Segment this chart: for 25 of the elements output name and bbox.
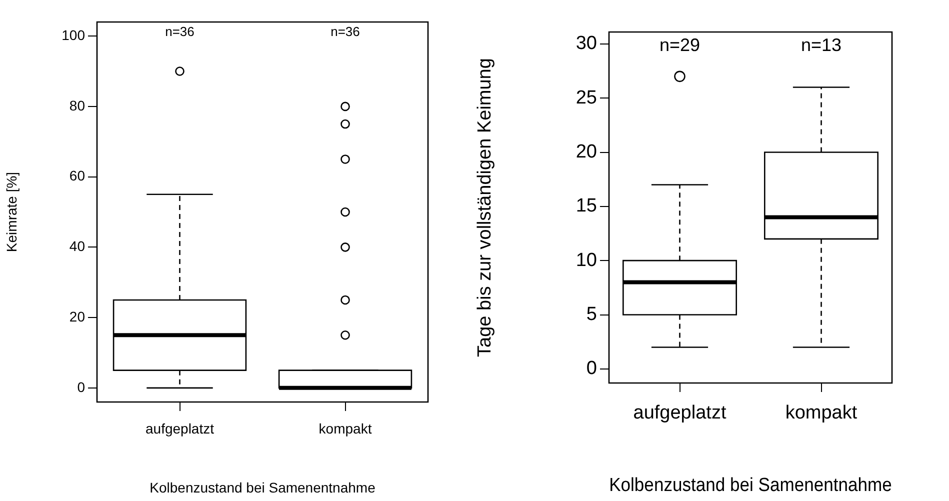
annotation: n=36 [165,24,194,40]
y-tick-label: 25 [576,87,597,108]
y-tick-label: 100 [62,26,86,43]
y-tick-label: 10 [576,250,597,271]
x-axis-title: Kolbenzustand bei Samenentnahme [609,473,892,495]
y-tick-label: 60 [69,168,86,184]
y-tick-label: 80 [69,97,86,114]
annotation: n=36 [330,24,360,40]
annotation: n=29 [659,35,700,56]
y-tick-label: 30 [576,33,597,54]
y-tick-label: 0 [77,378,86,395]
y-axis-title: Keimrate [%] [3,172,20,252]
x-axis-title: Kolbenzustand bei Samenentnahme [150,479,376,496]
x-tick-label: kompakt [318,420,372,436]
x-tick-label: aufgeplatzt [146,420,214,436]
y-tick-label: 40 [69,238,86,254]
y-tick-label: 5 [586,304,597,325]
x-tick-label: aufgeplatzt [633,402,727,424]
y-axis-title: Tage bis zur vollständigen Keimung [474,58,496,357]
y-tick-label: 20 [69,308,86,324]
y-tick-label: 0 [586,358,597,380]
annotation: n=13 [800,35,842,56]
y-tick-label: 15 [576,196,597,217]
y-tick-label: 20 [576,141,597,162]
x-tick-label: kompakt [785,402,858,424]
